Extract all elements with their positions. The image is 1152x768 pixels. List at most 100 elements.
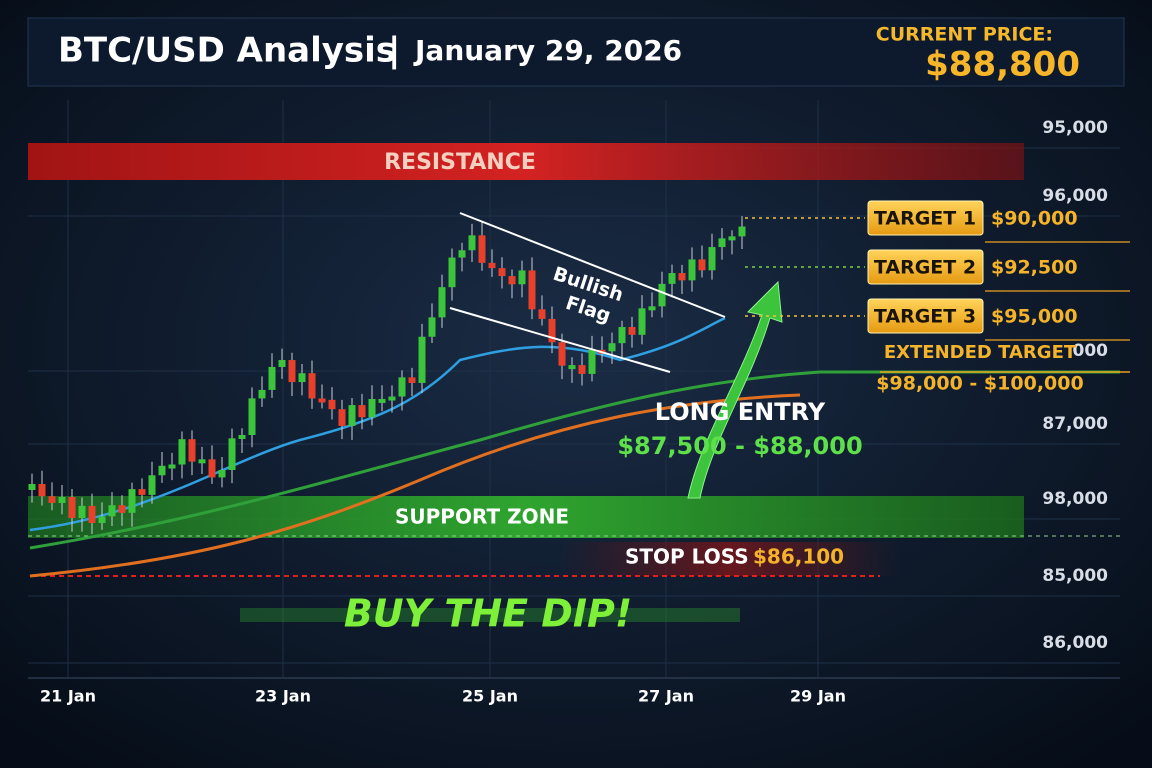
candles xyxy=(28,216,746,535)
candle-body xyxy=(618,327,626,344)
candle-body xyxy=(408,377,416,383)
candle-body xyxy=(348,405,356,426)
candle-body xyxy=(628,327,636,335)
candle-body xyxy=(478,235,486,263)
resistance-label: RESISTANCE xyxy=(384,150,536,175)
candle-body xyxy=(738,226,746,237)
candle-body xyxy=(528,270,536,310)
candle-body xyxy=(318,398,326,403)
candle-body xyxy=(678,273,686,281)
y-axis-label: 96,000 xyxy=(1042,186,1108,206)
candle-body xyxy=(498,268,506,277)
resistance-band xyxy=(28,143,1024,180)
candle-body xyxy=(458,250,466,258)
candle-body xyxy=(178,439,186,465)
target-value: $95,000 xyxy=(991,306,1078,328)
candle-body xyxy=(538,309,546,319)
candle-body xyxy=(158,465,166,476)
support-label: SUPPORT ZONE xyxy=(395,505,569,529)
candle-body xyxy=(298,373,306,383)
candle-body xyxy=(308,373,316,399)
flag-upper xyxy=(459,212,726,318)
candle-body xyxy=(518,270,526,285)
candle-body xyxy=(688,259,696,281)
stop-loss-label: STOP LOSS xyxy=(625,545,749,569)
target-box xyxy=(867,298,984,334)
long-entry-label: LONG ENTRY xyxy=(655,398,826,426)
ma-blue xyxy=(29,316,726,532)
target-label: TARGET 3 xyxy=(874,306,976,328)
candle-body xyxy=(38,484,46,497)
x-axis-label: 21 Jan xyxy=(40,687,96,706)
candle-body xyxy=(608,343,616,352)
candle-body xyxy=(338,409,346,426)
candle-body xyxy=(268,366,276,390)
targets: TARGET 1 $90,000 TARGET 2 $92,500 TARGET 3 $9… xyxy=(745,200,1130,341)
candle-body xyxy=(258,389,266,399)
candle-body xyxy=(328,399,336,410)
candle-body xyxy=(398,377,406,397)
stop-loss-value: $86,100 xyxy=(753,545,844,569)
y-axis-label: 86,000 xyxy=(1042,633,1108,653)
support-band xyxy=(28,496,1024,538)
candle-body xyxy=(588,349,596,374)
moving-averages xyxy=(29,316,1120,578)
y-axis-label: 95,000 xyxy=(1042,118,1108,138)
x-axis-label: 23 Jan xyxy=(255,687,311,706)
candle-body xyxy=(78,505,86,519)
candle-body xyxy=(148,475,156,495)
ma-orange xyxy=(29,393,801,578)
target-label: TARGET 2 xyxy=(874,257,976,279)
candle-body xyxy=(58,496,66,503)
entry-arrow xyxy=(687,280,783,499)
separator: | xyxy=(388,31,400,71)
candle-body xyxy=(198,459,206,464)
target-value: $92,500 xyxy=(991,257,1078,279)
candle-body xyxy=(248,398,256,435)
candle-body xyxy=(238,434,246,439)
candle-body xyxy=(168,464,176,469)
candle-body xyxy=(448,257,456,288)
candle-body xyxy=(658,283,666,307)
candle-body xyxy=(228,438,236,470)
candle-body xyxy=(558,342,566,366)
title: BTC/USD Analysis xyxy=(58,31,396,71)
long-entry-value: $87,500 - $88,000 xyxy=(617,432,862,460)
candle-body xyxy=(128,489,136,513)
candle-body xyxy=(708,247,716,271)
candle-body xyxy=(638,308,646,335)
candle-body xyxy=(288,360,296,383)
candle-body xyxy=(28,484,36,490)
candle-body xyxy=(488,262,496,269)
candle-body xyxy=(98,516,106,524)
stop-loss-band xyxy=(560,542,900,576)
candle-body xyxy=(138,489,146,495)
candle-body xyxy=(438,287,446,318)
candle-body xyxy=(188,439,196,462)
candle-body xyxy=(698,259,706,271)
extended-target-label: EXTENDED TARGET xyxy=(884,342,1077,363)
candle-body xyxy=(208,459,216,478)
candle-body xyxy=(568,365,576,370)
candle-body xyxy=(388,396,396,401)
candle-body xyxy=(378,398,386,403)
target-value: $90,000 xyxy=(991,208,1078,230)
x-axis-label: 25 Jan xyxy=(462,687,518,706)
x-axis-label: 27 Jan xyxy=(638,687,694,706)
candle-body xyxy=(358,405,366,418)
candle-body xyxy=(368,398,376,418)
ma-green xyxy=(29,370,1120,550)
candle-body xyxy=(468,235,476,251)
candle-body xyxy=(118,505,126,513)
candle-body xyxy=(548,318,556,343)
slogan: BUY THE DIP! xyxy=(344,592,632,636)
candle-body xyxy=(108,505,116,517)
candle-body xyxy=(648,306,656,311)
date: January 29, 2026 xyxy=(413,34,682,67)
y-axis-label: 98,000 xyxy=(1042,489,1108,509)
candle-body xyxy=(48,496,56,503)
extended-target-value: $98,000 - $100,000 xyxy=(876,373,1083,395)
y-axis-label: 87,000 xyxy=(1042,414,1108,434)
